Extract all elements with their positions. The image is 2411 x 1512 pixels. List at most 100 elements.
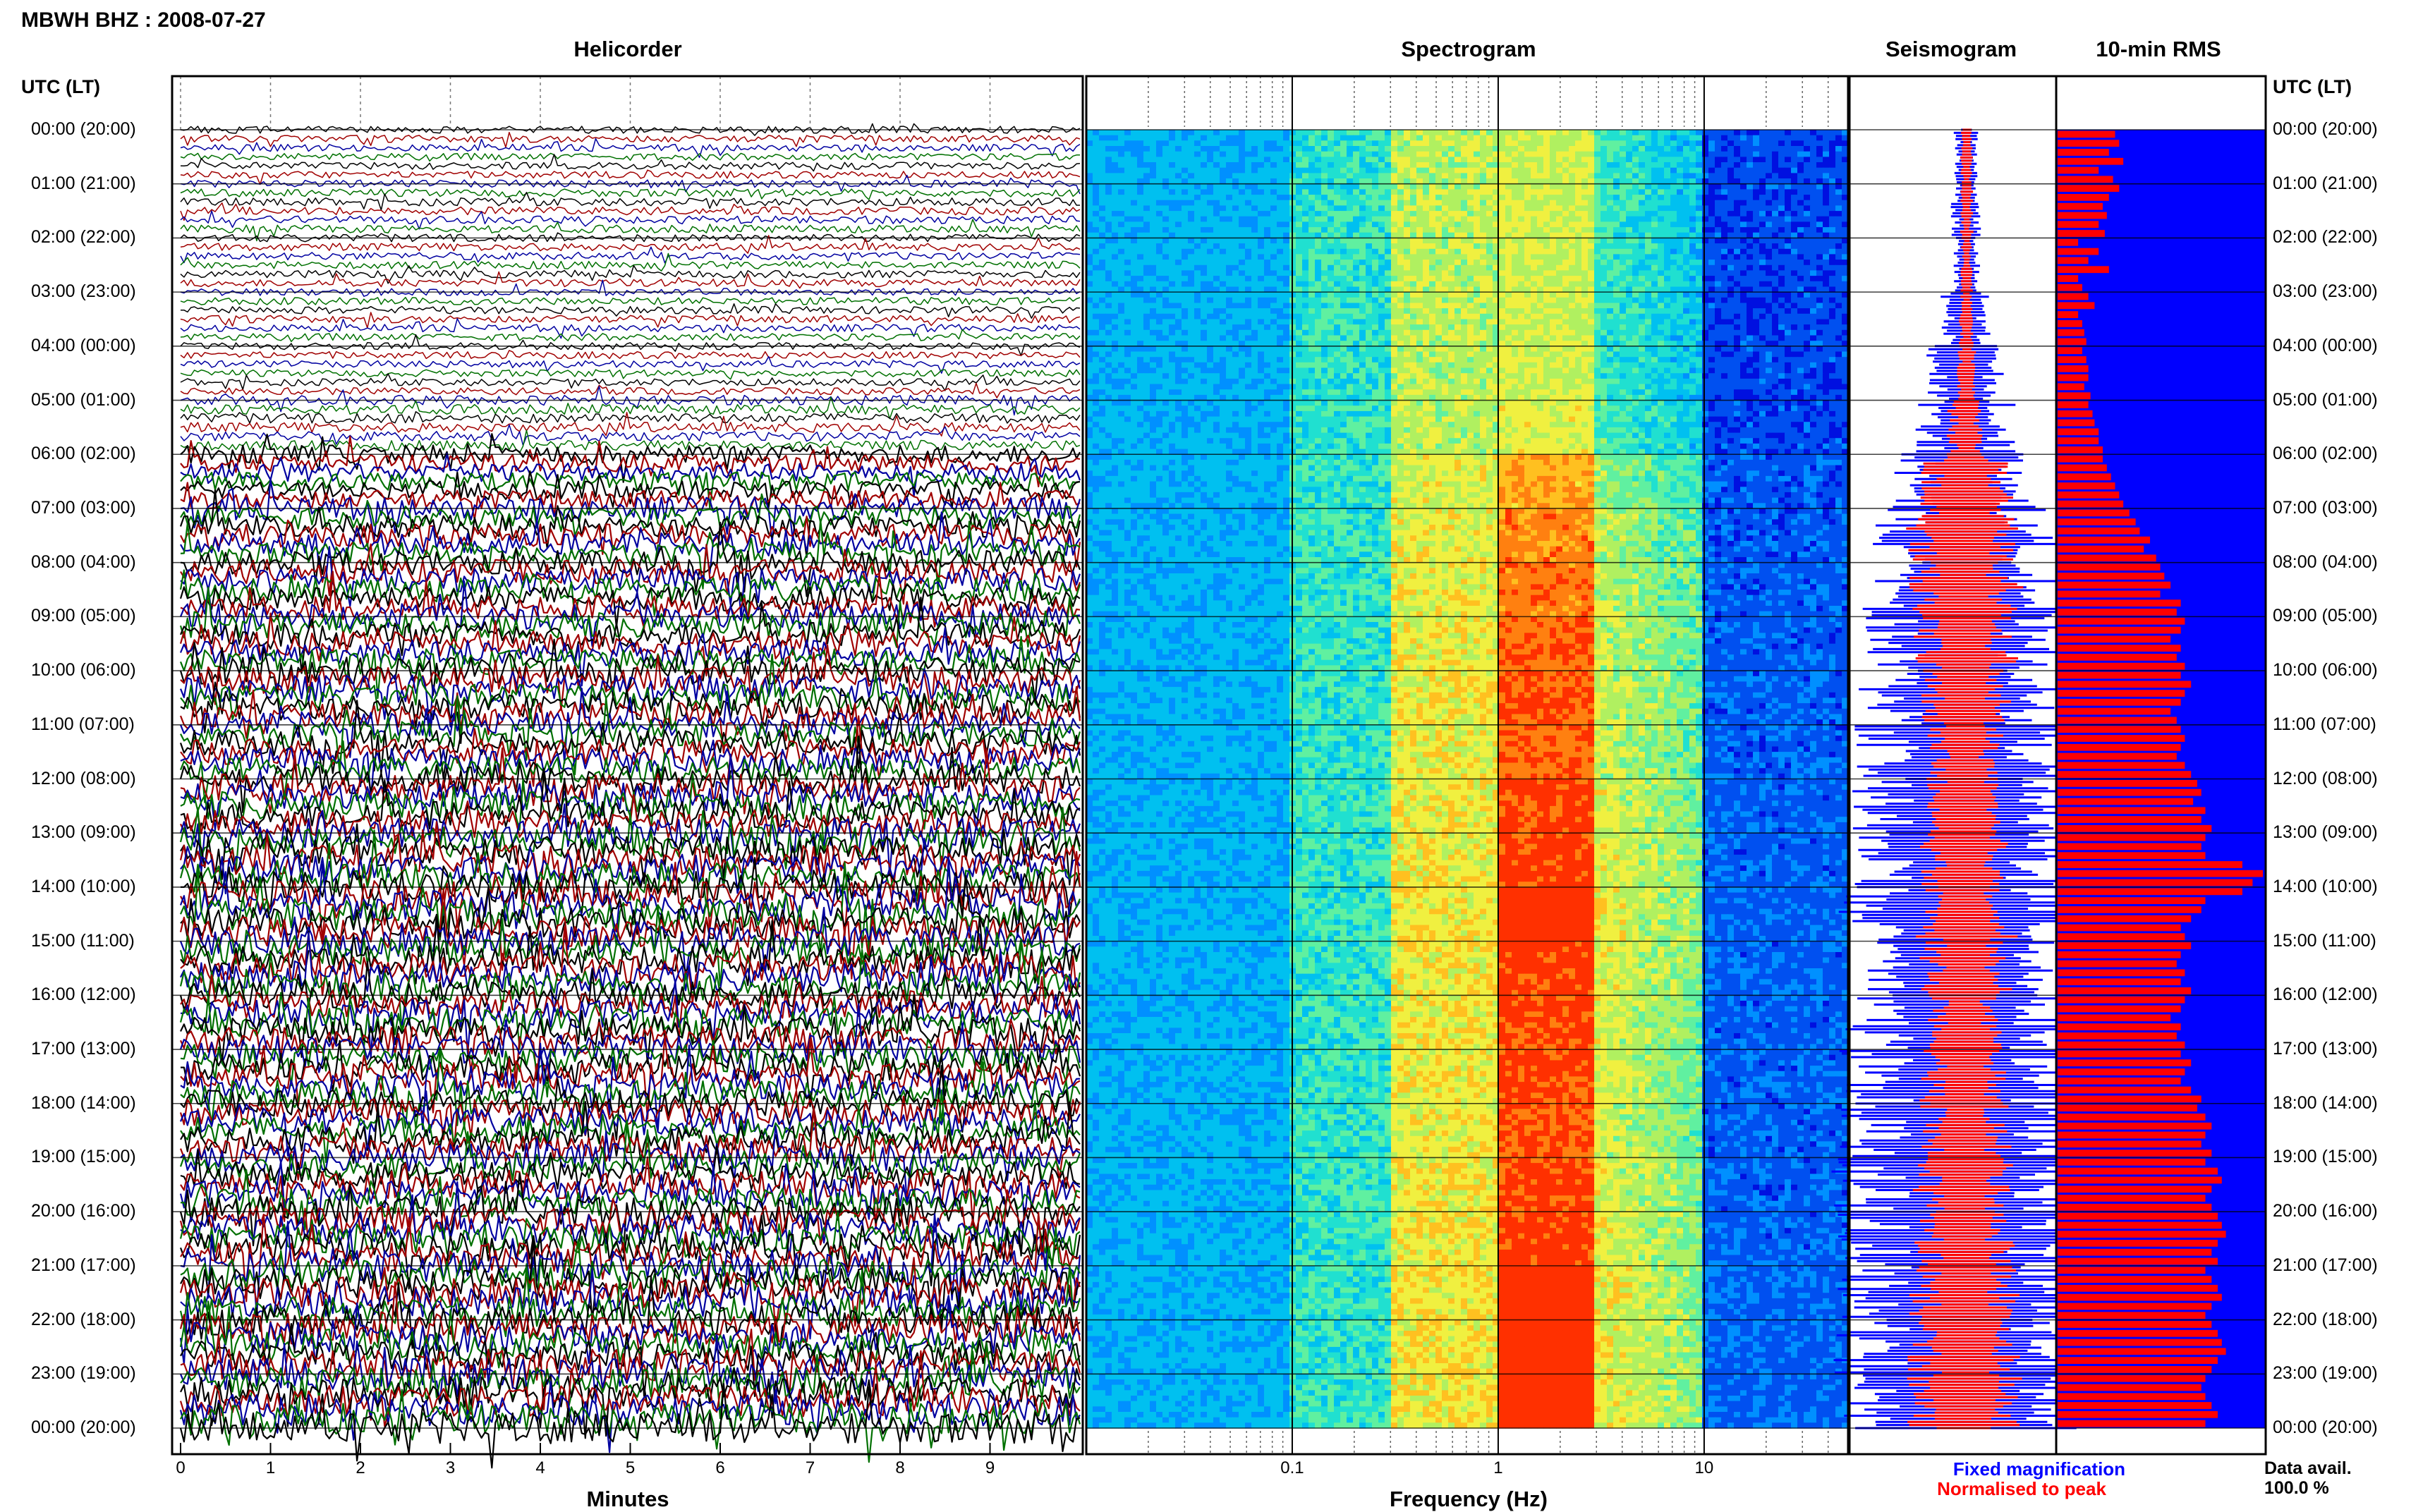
rms-bar bbox=[2058, 563, 2161, 571]
time-label-left: 00:00 (20:00) bbox=[31, 119, 136, 140]
rms-bar bbox=[2058, 897, 2206, 904]
rms-bar bbox=[2058, 266, 2109, 273]
helicorder-xlabel: Minutes bbox=[586, 1487, 669, 1512]
seismogram-frame bbox=[1850, 76, 2056, 1454]
rms-bar bbox=[2058, 1195, 2206, 1202]
rms-bar bbox=[2058, 951, 2181, 958]
rms-bar bbox=[2058, 1303, 2211, 1310]
rms-bar bbox=[2058, 1006, 2181, 1013]
rms-bar bbox=[2058, 1267, 2206, 1274]
rms-bar bbox=[2058, 1384, 2202, 1391]
helicorder-tick-label: 0 bbox=[176, 1458, 185, 1478]
rms-bar bbox=[2058, 582, 2170, 589]
time-label-right: 09:00 (05:00) bbox=[2273, 606, 2378, 626]
rms-bar bbox=[2058, 546, 2144, 553]
rms-bar bbox=[2058, 275, 2078, 282]
helicorder-tick-label: 3 bbox=[446, 1458, 455, 1478]
time-label-left: 10:00 (06:00) bbox=[31, 660, 136, 681]
rms-bar bbox=[2058, 230, 2105, 237]
rms-bar bbox=[2058, 194, 2109, 201]
time-label-left: 01:00 (21:00) bbox=[31, 173, 136, 194]
rms-bar bbox=[2058, 311, 2078, 318]
rms-bar bbox=[2058, 365, 2089, 372]
rms-bar bbox=[2058, 1312, 2206, 1319]
time-label-left: 16:00 (12:00) bbox=[31, 984, 136, 1005]
rms-bar bbox=[2058, 1213, 2218, 1220]
time-label-right: 12:00 (08:00) bbox=[2273, 769, 2378, 789]
legend-fixed-magnification: Fixed magnification bbox=[1953, 1458, 2125, 1480]
time-label-left: 17:00 (13:00) bbox=[31, 1039, 136, 1059]
time-label-right: 05:00 (01:00) bbox=[2273, 390, 2378, 410]
rms-bar bbox=[2058, 1330, 2218, 1337]
time-label-left: 09:00 (05:00) bbox=[31, 606, 136, 626]
rms-bar bbox=[2058, 780, 2197, 787]
rms-bar bbox=[2058, 257, 2089, 264]
helicorder-tick-label: 4 bbox=[535, 1458, 545, 1478]
rms-bar bbox=[2058, 970, 2185, 977]
time-label-right: 07:00 (03:00) bbox=[2273, 498, 2378, 518]
rms-bar bbox=[2058, 690, 2185, 697]
rms-bar bbox=[2058, 1240, 2218, 1247]
rms-bar bbox=[2058, 825, 2211, 832]
rms-bar bbox=[2058, 708, 2170, 715]
rms-bar bbox=[2058, 753, 2177, 760]
time-label-right: 16:00 (12:00) bbox=[2273, 984, 2378, 1005]
rms-bar bbox=[2058, 834, 2206, 841]
rms-bar bbox=[2058, 1087, 2191, 1094]
helicorder-tick-label: 5 bbox=[626, 1458, 635, 1478]
rms-bar bbox=[2058, 961, 2177, 968]
helicorder-tick-label: 9 bbox=[985, 1458, 995, 1478]
time-label-left: 08:00 (04:00) bbox=[31, 552, 136, 573]
rms-bar bbox=[2058, 537, 2150, 544]
rms-bar bbox=[2058, 1285, 2218, 1292]
rms-bar bbox=[2058, 771, 2191, 778]
rms-bar bbox=[2058, 1059, 2191, 1066]
rms-bar bbox=[2058, 843, 2202, 850]
rms-bar bbox=[2058, 149, 2109, 156]
rms-bar bbox=[2058, 1420, 2206, 1427]
rms-bar bbox=[2058, 501, 2123, 508]
rms-bar bbox=[2058, 879, 2252, 886]
rms-bar bbox=[2058, 1231, 2226, 1238]
data-avail-value: 100.0 % bbox=[2264, 1478, 2329, 1499]
time-label-right: 03:00 (23:00) bbox=[2273, 281, 2378, 302]
time-label-left: 23:00 (19:00) bbox=[31, 1363, 136, 1384]
rms-bar bbox=[2058, 599, 2181, 606]
time-label-right: 14:00 (10:00) bbox=[2273, 877, 2378, 897]
time-label-left: 04:00 (00:00) bbox=[31, 336, 136, 356]
rms-bar bbox=[2058, 1348, 2226, 1355]
rms-bar bbox=[2058, 401, 2089, 408]
time-label-right: 08:00 (04:00) bbox=[2273, 552, 2378, 573]
rms-bar bbox=[2058, 1104, 2197, 1111]
time-label-left: 11:00 (07:00) bbox=[31, 714, 135, 735]
rms-bar bbox=[2058, 410, 2093, 417]
time-label-left: 05:00 (01:00) bbox=[31, 390, 136, 410]
time-label-left: 12:00 (08:00) bbox=[31, 769, 136, 789]
time-label-right: 21:00 (17:00) bbox=[2273, 1255, 2378, 1276]
time-label-left: 22:00 (18:00) bbox=[31, 1310, 136, 1330]
rms-bar bbox=[2058, 1204, 2211, 1211]
rms-bar bbox=[2058, 789, 2202, 796]
rms-bar bbox=[2058, 428, 2099, 435]
spectrogram-tick-label: 10 bbox=[1695, 1458, 1714, 1478]
rms-bar bbox=[2058, 528, 2139, 535]
rms-bar bbox=[2058, 437, 2099, 444]
spectrogram-tick-label: 1 bbox=[1493, 1458, 1502, 1478]
rms-bar bbox=[2058, 699, 2181, 706]
rms-bar bbox=[2058, 1042, 2185, 1049]
spectrogram-tick-label: 0.1 bbox=[1280, 1458, 1304, 1478]
time-label-left: 00:00 (20:00) bbox=[31, 1418, 136, 1438]
rms-bar bbox=[2058, 987, 2191, 994]
rms-bar bbox=[2058, 807, 2206, 814]
rms-bar bbox=[2058, 744, 2181, 751]
rms-bar bbox=[2058, 1393, 2206, 1400]
rms-bar bbox=[2058, 456, 2103, 463]
rms-bar bbox=[2058, 1159, 2206, 1166]
time-label-right: 11:00 (07:00) bbox=[2273, 714, 2376, 735]
rms-bar bbox=[2058, 618, 2185, 625]
time-label-left: 03:00 (23:00) bbox=[31, 281, 136, 302]
time-label-right: 04:00 (00:00) bbox=[2273, 336, 2378, 356]
rms-bar bbox=[2058, 888, 2242, 895]
rms-bar bbox=[2058, 762, 2185, 769]
